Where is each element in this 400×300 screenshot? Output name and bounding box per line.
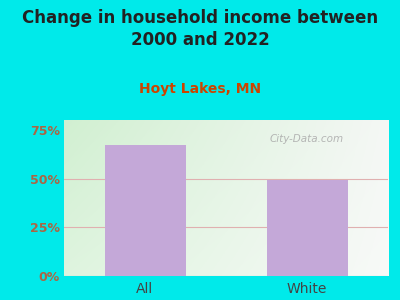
Bar [266,180,348,276]
Text: City-Data.com: City-Data.com [270,134,344,144]
Bar [104,145,186,276]
Text: Hoyt Lakes, MN: Hoyt Lakes, MN [139,82,261,97]
Text: Change in household income between
2000 and 2022: Change in household income between 2000 … [22,9,378,49]
